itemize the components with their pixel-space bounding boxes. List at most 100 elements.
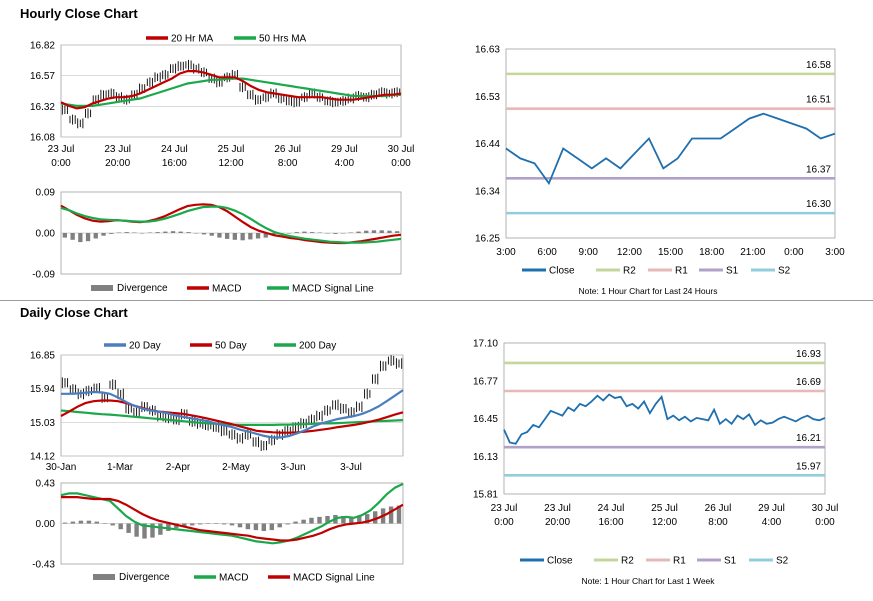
hourly-macd-legend-label: Divergence	[117, 283, 168, 294]
hourly-macd-divergence-bar	[62, 233, 67, 238]
daily-macd-divergence-bar	[245, 523, 251, 530]
hourly-24h-legend-label: Close	[549, 266, 575, 277]
hourly-price-xtick-time: 0:00	[51, 158, 71, 169]
hourly-macd-divergence-bar	[101, 233, 106, 236]
hourly-macd-ytick-label: -0.09	[32, 270, 55, 281]
hourly-macd-divergence-bar	[302, 231, 307, 233]
hourly-24h-note: Note: 1 Hour Chart for Last 24 Hours	[579, 286, 718, 296]
daily-week-level-s2-value: 15.97	[796, 461, 821, 472]
hourly-price-xtick-time: 12:00	[218, 158, 243, 169]
daily-price-xtick-label: 1-Mar	[107, 462, 134, 473]
hourly-macd-divergence-bar	[116, 232, 122, 233]
daily-macd-divergence-bar	[365, 514, 370, 524]
hourly-macd-divergence-bar	[387, 230, 392, 233]
daily-macd-legend-swatch	[93, 574, 115, 580]
hourly-macd-divergence-bar	[194, 233, 199, 234]
hourly-24h-level-s1-value: 16.37	[806, 164, 831, 175]
daily-price-xtick-label: 30-Jan	[46, 462, 77, 473]
daily-week-legend-label: R2	[621, 556, 634, 567]
daily-macd-divergence-bar	[182, 523, 187, 527]
hourly-macd-divergence-bar	[395, 231, 400, 233]
hourly-24h-ytick-label: 16.25	[475, 234, 500, 245]
daily-week-level-s1-value: 16.21	[796, 433, 821, 444]
daily-macd-divergence-bar	[325, 516, 330, 524]
daily-price-ytick-label: 16.85	[30, 351, 55, 362]
hourly-24h-close-line	[505, 112, 836, 186]
daily-week-xtick-time: 4:00	[762, 517, 782, 528]
hourly-24h-xtick-label: 18:00	[699, 247, 724, 258]
daily-price-xtick-label: 2-May	[222, 462, 250, 473]
daily-week-level-r2-value: 16.93	[796, 349, 821, 360]
daily-week-legend-label: S2	[776, 556, 789, 567]
daily-macd-divergence-bar	[150, 523, 155, 538]
daily-macd-divergence-bar	[261, 523, 266, 531]
daily-week-legend-label: R1	[673, 556, 686, 567]
daily-macd-divergence-bar	[285, 523, 290, 525]
hourly-price-xtick-time: 8:00	[278, 158, 298, 169]
daily-macd-divergence-bar	[396, 505, 402, 524]
hourly-macd-divergence-bar	[240, 233, 245, 241]
daily-price-ma50-line	[60, 399, 404, 434]
hourly-24h-level-r2-value: 16.58	[806, 60, 831, 71]
daily-week-ytick-label: 16.45	[473, 414, 498, 425]
hourly-macd-divergence-bar	[356, 231, 361, 233]
daily-macd-divergence-bar	[86, 520, 92, 524]
daily-week-xtick-date: 23 Jul	[491, 503, 518, 514]
hourly-price-xtick-date: 23 Jul	[104, 144, 131, 155]
hourly-macd-divergence-bar	[310, 232, 315, 233]
hourly-price-ytick-label: 16.08	[30, 133, 55, 144]
hourly-24h-xtick-label: 3:00	[496, 247, 516, 258]
daily-macd-divergence-bar	[142, 523, 147, 539]
hourly-macd-divergence-bar	[186, 232, 191, 233]
hourly-macd-divergence-bar	[248, 233, 253, 240]
hourly-macd-divergence-bar	[93, 233, 98, 239]
hourly-24h-xtick-label: 9:00	[579, 247, 599, 258]
hourly-macd-divergence-bar	[147, 232, 152, 233]
daily-week-xtick-time: 0:00	[815, 517, 835, 528]
hourly-price-ma-short-line	[60, 70, 402, 110]
hourly-price-ytick-label: 16.57	[30, 71, 55, 82]
hourly-24h-legend-label: S1	[726, 266, 739, 277]
daily-macd-divergence-bar	[237, 523, 243, 528]
hourly-price-legend-label: 20 Hr MA	[171, 34, 214, 45]
daily-macd-divergence-bar	[102, 523, 107, 524]
daily-price-legend-label: 20 Day	[129, 341, 161, 352]
daily-macd-divergence-bar	[110, 523, 115, 526]
daily-macd-ytick-label: -0.43	[32, 560, 55, 571]
daily-section-title: Daily Close Chart	[20, 305, 128, 320]
hourly-macd-divergence-bar	[78, 233, 83, 243]
hourly-macd-divergence-bar	[340, 233, 346, 234]
daily-macd-divergence-bar	[190, 523, 195, 526]
daily-week-xtick-date: 29 Jul	[758, 503, 785, 514]
daily-week-ytick-label: 16.77	[473, 376, 498, 387]
daily-macd-divergence-bar	[341, 516, 346, 524]
daily-macd-divergence-bar	[213, 523, 219, 524]
daily-week-xtick-time: 12:00	[652, 517, 677, 528]
daily-macd-divergence-bar	[134, 523, 139, 537]
daily-macd-legend-label: Divergence	[119, 572, 170, 583]
daily-macd-divergence-bar	[317, 516, 322, 524]
hourly-macd-divergence-bar	[364, 230, 369, 233]
daily-price-ytick-label: 15.03	[30, 418, 55, 429]
daily-week-plot-frame	[503, 342, 826, 495]
hourly-price-xtick-date: 29 Jul	[331, 144, 358, 155]
daily-price-ytick-label: 15.94	[30, 384, 55, 395]
daily-macd-divergence-bar	[62, 522, 68, 524]
daily-week-close-line	[503, 393, 826, 445]
daily-macd-divergence-bar	[94, 521, 99, 524]
daily-macd-legend-label: MACD	[219, 573, 248, 584]
hourly-macd-divergence-bar	[348, 232, 353, 233]
daily-price-xtick-label: 3-Jun	[280, 462, 305, 473]
hourly-24h-level-s2-value: 16.30	[806, 199, 831, 210]
daily-macd-divergence-bar	[206, 523, 211, 524]
hourly-macd-legend-swatch	[91, 285, 113, 291]
hourly-price-xtick-date: 24 Jul	[161, 144, 188, 155]
daily-macd-signal-line	[61, 496, 404, 542]
hourly-macd-divergence-bar	[155, 232, 160, 233]
daily-week-legend-label: S1	[724, 556, 737, 567]
hourly-macd-divergence-bar	[317, 232, 322, 233]
hourly-macd-divergence-bar	[371, 230, 377, 233]
hourly-price-xtick-time: 20:00	[105, 158, 130, 169]
hourly-macd-divergence-bar	[170, 231, 176, 233]
